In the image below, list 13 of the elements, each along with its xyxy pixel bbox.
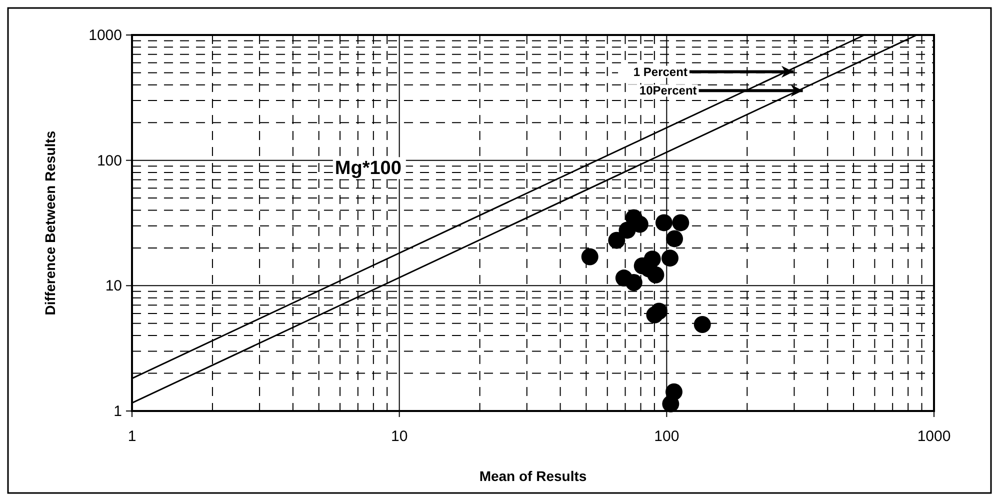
y-tick-label: 10 [105, 278, 122, 295]
annotation: 1 Percent [633, 64, 688, 79]
y-tick-label: 1 [114, 403, 122, 420]
x-tick-label: 10 [390, 428, 408, 445]
x-axis-title: Mean of Results [479, 468, 587, 484]
x-tick-label: 100 [654, 428, 680, 445]
y-tick-label: 1000 [88, 27, 122, 44]
x-tick-label: 1 [128, 428, 136, 445]
annotation: Mg*100 [334, 158, 402, 180]
y-axis-title: Difference Between Results [42, 130, 58, 316]
x-tick-label: 1000 [917, 428, 951, 445]
y-tick-label: 100 [96, 152, 122, 170]
annotation: 10Percent [639, 84, 697, 98]
